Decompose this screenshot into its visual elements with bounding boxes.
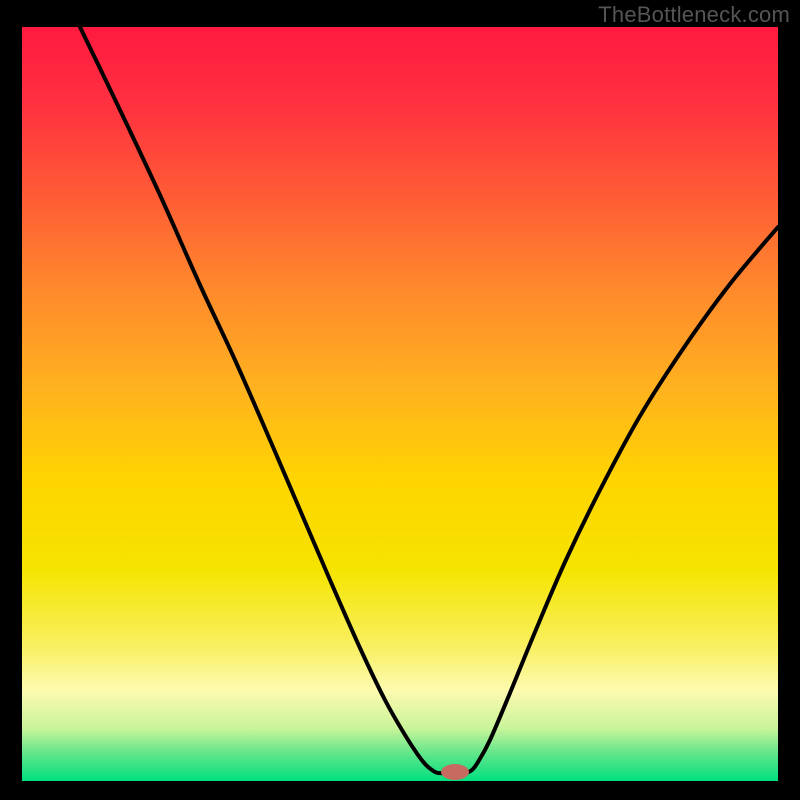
chart-container: TheBottleneck.com [0, 0, 800, 800]
watermark-text: TheBottleneck.com [598, 2, 790, 28]
bottleneck-chart [0, 0, 800, 800]
optimal-marker [441, 764, 469, 780]
